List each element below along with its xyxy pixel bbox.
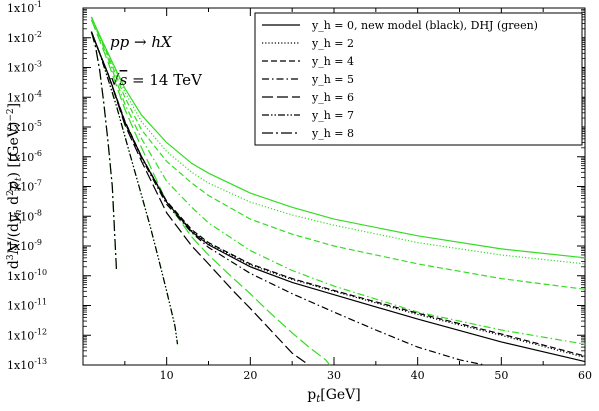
legend-label: y_h = 4 xyxy=(311,55,354,68)
y-tick-label: 1x10-11 xyxy=(7,298,47,313)
x-tick-label: 30 xyxy=(327,369,341,382)
legend-box xyxy=(254,12,583,146)
y-tick-label: 1x10-1 xyxy=(7,0,42,15)
series-dhj-yh-6 xyxy=(90,19,331,366)
y-tick-label: 1x10-2 xyxy=(7,30,42,45)
series-new-model-yh-6 xyxy=(90,31,310,366)
legend-label: y_h = 7 xyxy=(311,109,354,122)
annotation-energy: √s = 14 TeV xyxy=(110,71,203,89)
legend-label: y_h = 6 xyxy=(311,91,354,104)
x-tick-label: 50 xyxy=(494,369,508,382)
legend-label: y_h = 2 xyxy=(311,37,354,50)
annotation-process: pp → hX xyxy=(110,33,173,51)
y-tick-label: 1x10-6 xyxy=(7,149,42,164)
legend-label: y_h = 5 xyxy=(311,73,354,86)
y-tick-label: 1x10-7 xyxy=(7,179,42,194)
x-tick-label: 60 xyxy=(578,369,592,382)
curves xyxy=(90,16,586,366)
series-new-model-yh-8 xyxy=(90,31,118,271)
y-axis-title: d3N/(dyh d2pt) [(GeV)−2] xyxy=(6,103,24,269)
legend-label: y_h = 8 xyxy=(311,127,354,140)
y-tick-label: 1x10-3 xyxy=(7,60,42,75)
series-dhj-yh-5 xyxy=(90,16,586,345)
x-axis-ticks: 10 20 30 40 50 60 xyxy=(124,8,592,382)
y-tick-label: 1x10-9 xyxy=(7,238,42,253)
legend: y_h = 0, new model (black), DHJ (green) y… xyxy=(254,12,583,146)
y-tick-label: 1x10-4 xyxy=(7,89,42,104)
legend-label: y_h = 0, new model (black), DHJ (green) xyxy=(311,19,538,32)
x-axis-title: pt[GeV] xyxy=(307,387,361,405)
y-tick-label: 1x10-12 xyxy=(7,327,47,342)
y-tick-label: 1x10-8 xyxy=(7,208,42,223)
series-dhj-yh-0 xyxy=(90,16,586,259)
series-new-model-yh-4 xyxy=(90,31,586,357)
series-dhj-yh-4 xyxy=(90,16,586,290)
x-tick-label: 10 xyxy=(160,369,174,382)
series-new-model-yh-7 xyxy=(90,31,179,345)
y-tick-label: 1x10-13 xyxy=(7,357,47,372)
x-tick-label: 40 xyxy=(411,369,425,382)
x-tick-label: 20 xyxy=(243,369,257,382)
y-tick-label: 1x10-5 xyxy=(7,119,42,134)
